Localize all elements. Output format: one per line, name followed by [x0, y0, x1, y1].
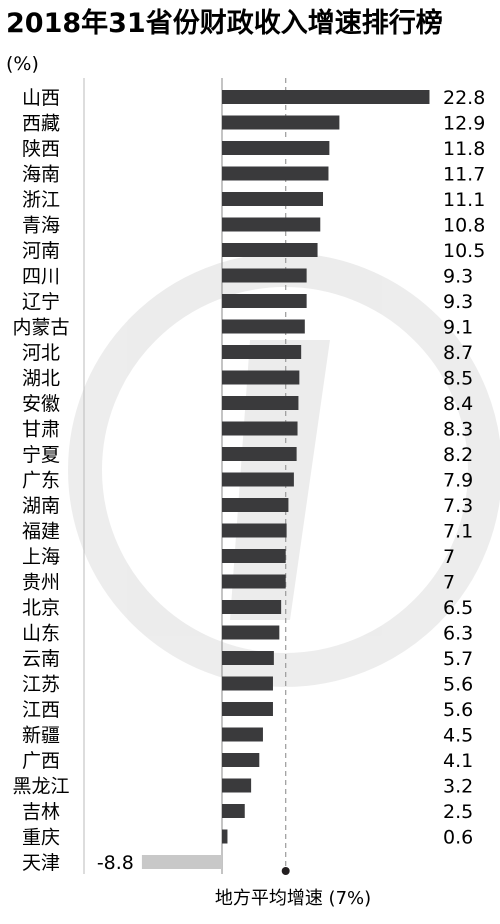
bar [222, 498, 289, 512]
category-label: 北京 [22, 597, 60, 619]
category-label: 上海 [22, 546, 60, 568]
category-label: 辽宁 [22, 291, 60, 313]
average-reference-marker [281, 867, 290, 875]
value-label: 4.1 [443, 750, 473, 772]
bar [222, 778, 252, 793]
value-label: 9.1 [443, 317, 473, 339]
bar [222, 345, 302, 359]
category-label: 湖北 [22, 368, 60, 390]
bar [222, 447, 297, 461]
value-label: 5.6 [443, 699, 473, 721]
category-label: 江西 [22, 699, 60, 721]
value-label: 7.3 [443, 495, 473, 517]
category-label: 广西 [22, 750, 60, 772]
value-label: 5.7 [443, 648, 473, 670]
category-label: 西藏 [22, 113, 60, 135]
bar [222, 166, 329, 181]
bar [222, 804, 245, 818]
value-label: 7 [443, 546, 455, 568]
bar [222, 370, 300, 385]
category-label: 天津 [22, 852, 60, 874]
bar [222, 523, 287, 538]
value-label: 2.5 [443, 801, 473, 823]
value-label: 9.3 [443, 266, 473, 288]
bar [222, 625, 280, 640]
bar [222, 472, 294, 487]
bar [222, 141, 330, 155]
value-label: 8.5 [443, 368, 473, 390]
bar [222, 727, 263, 742]
bar [222, 651, 274, 665]
value-label: 0.6 [443, 827, 473, 849]
value-label: 4.5 [443, 725, 473, 747]
value-label: 11.8 [443, 138, 485, 160]
category-label: 江苏 [22, 674, 60, 696]
category-label: 福建 [22, 521, 60, 543]
value-label: 7 [443, 572, 455, 594]
category-label: 黑龙江 [12, 776, 69, 798]
value-label: 8.3 [443, 419, 473, 441]
category-label: 甘肃 [22, 419, 60, 441]
category-label: 吉林 [22, 801, 60, 823]
category-label: 河南 [22, 240, 60, 262]
category-label: 青海 [22, 215, 60, 237]
bar [222, 217, 321, 232]
category-label: 山西 [22, 87, 60, 109]
category-label: 广东 [22, 470, 60, 492]
value-label: 6.3 [443, 623, 473, 645]
value-label: 12.9 [443, 113, 485, 135]
category-label: 安徽 [22, 393, 60, 415]
value-label: 8.2 [443, 444, 473, 466]
bar [222, 319, 305, 334]
category-label: 山东 [22, 623, 60, 645]
unit-label: (%) [6, 53, 39, 75]
value-label: 7.9 [443, 470, 473, 492]
bar [222, 421, 298, 436]
bar [222, 90, 430, 104]
value-label: 8.4 [443, 393, 473, 415]
bar [222, 702, 273, 716]
value-label: 7.1 [443, 521, 473, 543]
average-reference-label: 地方平均增速 (7%) [215, 888, 371, 909]
category-label: 陕西 [22, 138, 60, 160]
value-label: 8.7 [443, 342, 473, 364]
bar [222, 549, 286, 563]
chart-title: 2018年31省份财政收入增速排行榜 [6, 7, 443, 39]
category-label: 湖南 [22, 495, 60, 517]
bar [222, 676, 273, 691]
value-label: -8.8 [97, 852, 134, 874]
value-label: 6.5 [443, 597, 473, 619]
bar [222, 396, 299, 410]
value-label: 11.1 [443, 189, 485, 211]
bar [222, 115, 340, 130]
value-label: 10.5 [443, 240, 485, 262]
bar [222, 600, 282, 614]
category-label: 内蒙古 [12, 317, 69, 339]
category-label: 四川 [22, 266, 60, 288]
category-label: 重庆 [22, 827, 60, 849]
bar [222, 574, 286, 589]
value-label: 22.8 [443, 87, 485, 109]
category-label: 海南 [22, 164, 60, 186]
value-label: 10.8 [443, 215, 485, 237]
value-label: 5.6 [443, 674, 473, 696]
category-label: 云南 [22, 648, 60, 670]
category-label: 宁夏 [22, 444, 60, 466]
category-label: 新疆 [22, 725, 60, 747]
category-label: 浙江 [22, 189, 60, 211]
value-label: 9.3 [443, 291, 473, 313]
bar [222, 268, 307, 283]
bar [141, 855, 222, 869]
category-label: 河北 [22, 342, 60, 364]
bar [222, 753, 260, 767]
bar [222, 192, 324, 206]
value-label: 11.7 [443, 164, 485, 186]
bar [222, 294, 307, 308]
bar [222, 243, 318, 257]
bar [222, 829, 228, 844]
value-label: 3.2 [443, 776, 473, 798]
category-label: 贵州 [22, 572, 60, 594]
